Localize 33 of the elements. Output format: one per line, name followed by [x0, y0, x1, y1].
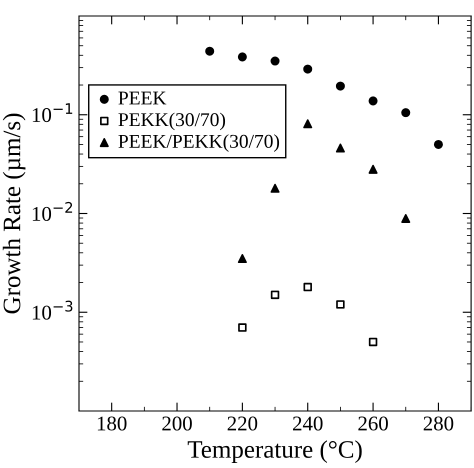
point [270, 290, 280, 300]
point [336, 300, 345, 309]
point [434, 140, 443, 149]
point [368, 164, 378, 174]
x-tick-label: 180 [98, 416, 127, 431]
point [336, 144, 345, 153]
point [270, 56, 280, 66]
point [303, 119, 312, 128]
point [238, 52, 247, 62]
x-tick-label: 240 [293, 416, 323, 431]
point [238, 254, 247, 264]
x-tick-label: 200 [162, 416, 192, 431]
point [238, 323, 247, 332]
y-axis-title: Growth Rate (µm/s) [2, 114, 26, 314]
x-axis-title: Temperature (°C) [188, 440, 362, 463]
x-tick-label: 260 [358, 416, 388, 431]
point [303, 282, 312, 292]
y-tick-label: 10$^{−1}$ [32, 103, 72, 122]
point [368, 96, 378, 106]
y-tick-label: 10$^{−2}$ [32, 202, 72, 221]
y-tick-label: 10$^{−3}$ [32, 300, 72, 320]
point [401, 108, 410, 118]
legend-label: PEKK(30/70) [118, 112, 226, 130]
point [368, 338, 378, 346]
point [270, 184, 280, 193]
point [336, 82, 345, 91]
x-tick-label: 220 [228, 416, 258, 431]
legend-label: PEEK [118, 92, 166, 104]
x-tick-label: 280 [424, 416, 454, 431]
point [205, 46, 214, 56]
point [303, 64, 312, 74]
point [401, 214, 410, 224]
legend-label: PEEK/PEKK(30/70) [118, 134, 280, 152]
